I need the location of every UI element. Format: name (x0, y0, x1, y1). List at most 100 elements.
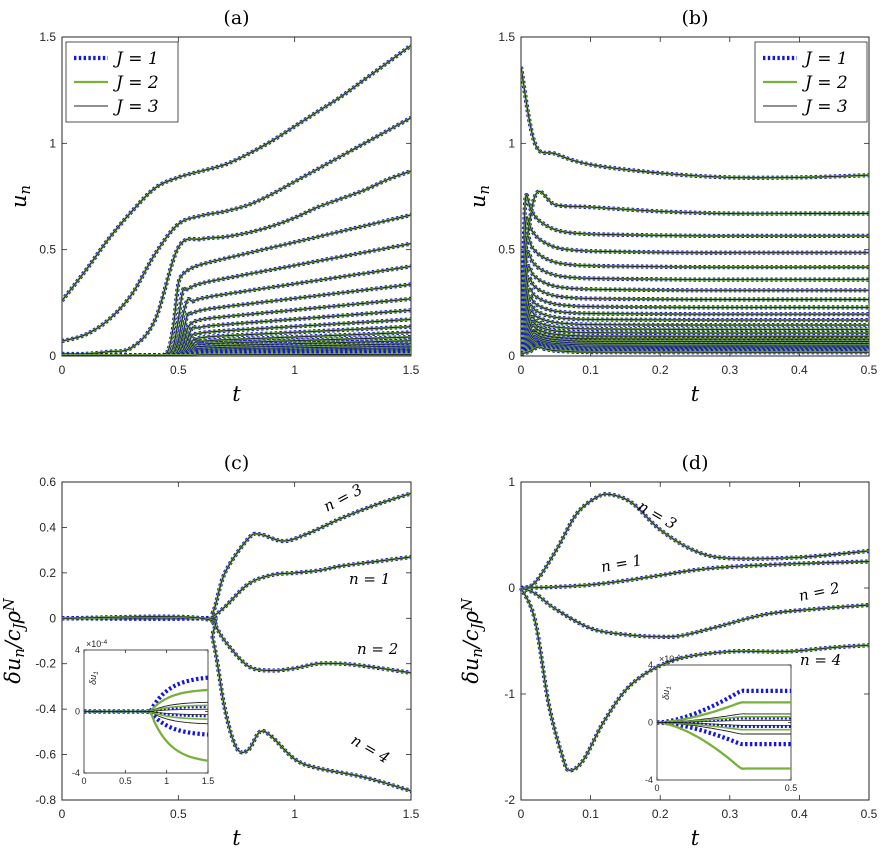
annotation-c-n2: n = 2 (357, 640, 398, 658)
x-tick-label-c: 1.5 (403, 807, 420, 821)
series-d-n=1-J3 (520, 561, 870, 589)
y-tick-label-inset-c: 4 (75, 645, 80, 655)
x-tick-label-inset-c: 1.5 (202, 776, 215, 786)
y-tick-label-d: -2 (504, 793, 515, 807)
series-a-u_3-J3 (62, 170, 411, 355)
x-tick-label-a: 0 (59, 363, 66, 377)
y-tick-label-d: 1 (508, 475, 515, 489)
y-tick-label-a: 1 (49, 136, 56, 150)
x-tick-label-c: 0.5 (170, 807, 187, 821)
panel-b-lines (521, 66, 869, 356)
inset-curve-d-3 (656, 721, 791, 770)
panel-title-d: (d) (682, 452, 709, 474)
inset-curve-c-11 (84, 711, 209, 715)
series-b-u17-J3 (521, 332, 869, 355)
panel-title-a: (a) (223, 7, 249, 29)
series-b-u9-J3 (521, 288, 869, 354)
legend-label-b-3: J = 3 (802, 97, 848, 117)
inset-lines-c (84, 675, 209, 762)
x-tick-label-d: 0.5 (861, 807, 878, 821)
legend-label-b-1: J = 1 (802, 49, 848, 69)
inset-scale-label-c: ×10-4 (86, 639, 108, 649)
y-tick-label-a: 0 (49, 349, 56, 363)
y-tick-label-c: -0.2 (35, 657, 56, 671)
x-tick-label-d: 0 (518, 807, 525, 821)
y-axis-label-d: δun/cJρN (459, 597, 486, 684)
series-b-u_1-J3 (521, 66, 869, 179)
y-tick-label-inset-d: 0 (648, 718, 653, 728)
y-tick-label-b: 0 (508, 349, 515, 363)
y-tick-label-d: 0 (508, 581, 515, 595)
x-tick-label-b: 0.5 (861, 363, 878, 377)
series-d-n=3-J3 (520, 493, 870, 589)
x-axis-label-d: t (691, 826, 700, 850)
y-tick-label-a: 1.5 (39, 30, 56, 44)
inset-curve-d-11 (657, 722, 791, 726)
inset-ylabel-d: δu1 (661, 686, 673, 700)
annotation-c-n1: n = 1 (349, 570, 390, 588)
x-tick-label-c: 0 (59, 807, 66, 821)
y-axis-label-c: δun/cJρN (1, 597, 28, 684)
x-tick-label-inset-d: 0 (654, 783, 659, 793)
x-axis-label-c: t (232, 826, 241, 850)
panel-title-b: (b) (682, 7, 709, 29)
y-tick-label-b: 1 (508, 136, 515, 150)
x-tick-label-b: 0.1 (582, 363, 599, 377)
inset-scale-label-d: ×10-4 (659, 654, 681, 664)
panel-title-c: (c) (224, 452, 249, 474)
y-tick-label-d: -1 (504, 687, 515, 701)
x-tick-label-d: 0.3 (721, 807, 738, 821)
series-b-u15-J3 (521, 325, 869, 355)
inset-curve-d-2 (656, 701, 791, 724)
series-b-u12-J3 (521, 311, 869, 355)
y-tick-label-c: -0.6 (35, 748, 56, 762)
series-b-u_2-J3 (521, 191, 869, 293)
x-tick-label-d: 0.2 (652, 807, 669, 821)
panel-a-lines (62, 43, 411, 356)
y-tick-label-c: 0.4 (39, 520, 56, 534)
series-b-u7-J3 (521, 265, 869, 354)
series-b-u10-J3 (521, 296, 869, 354)
y-tick-label-inset-d: 4 (648, 660, 653, 670)
series-b-u20-J3 (521, 339, 869, 355)
series-b-u4-J3 (521, 216, 869, 354)
x-axis-label-b: t (691, 382, 700, 406)
y-tick-label-inset-c: 0 (75, 707, 80, 717)
x-tick-label-a: 1.5 (403, 363, 420, 377)
series-d-n=4-J3 (520, 587, 870, 771)
x-tick-label-inset-c: 0 (81, 776, 86, 786)
series-d-n=2-J3 (520, 587, 870, 638)
y-axis-label-a: un (7, 185, 34, 208)
x-tick-label-inset-c: 0.5 (119, 776, 132, 786)
series-b-u14-J3 (521, 321, 869, 355)
x-tick-label-b: 0.2 (652, 363, 669, 377)
series-lines (61, 43, 870, 793)
series-b-u6-J3 (521, 251, 869, 354)
annotation-d-n4: n = 4 (800, 651, 841, 669)
series-b-u13-J3 (521, 316, 869, 355)
series-b-u5-J3 (521, 235, 869, 354)
y-axis-label-b: un (466, 185, 493, 208)
y-tick-label-c: 0.2 (39, 566, 56, 580)
legend-label-a-2: J = 2 (113, 73, 159, 93)
y-tick-label-b: 1.5 (498, 30, 515, 44)
inset-lines-d (656, 688, 791, 770)
x-tick-label-d: 0.1 (582, 807, 599, 821)
y-tick-label-inset-d: -4 (645, 775, 653, 785)
y-tick-label-c: -0.4 (35, 702, 56, 716)
x-tick-label-b: 0.4 (791, 363, 808, 377)
x-tick-label-a: 0.5 (170, 363, 187, 377)
y-tick-label-c: 0.6 (39, 475, 56, 489)
x-tick-label-b: 0 (518, 363, 525, 377)
x-tick-label-inset-d: 0.5 (785, 783, 798, 793)
x-axis-label-a: t (232, 382, 241, 406)
series-b-u16-J3 (521, 329, 869, 355)
y-tick-label-c: 0 (49, 611, 56, 625)
series-b-u11-J3 (521, 304, 869, 354)
inset-curve-d-1 (656, 720, 791, 747)
series-b-u8-J3 (521, 277, 869, 354)
series-c-n=2-J3 (61, 617, 412, 674)
plot-frames (61, 36, 870, 801)
x-tick-label-d: 0.4 (791, 807, 808, 821)
